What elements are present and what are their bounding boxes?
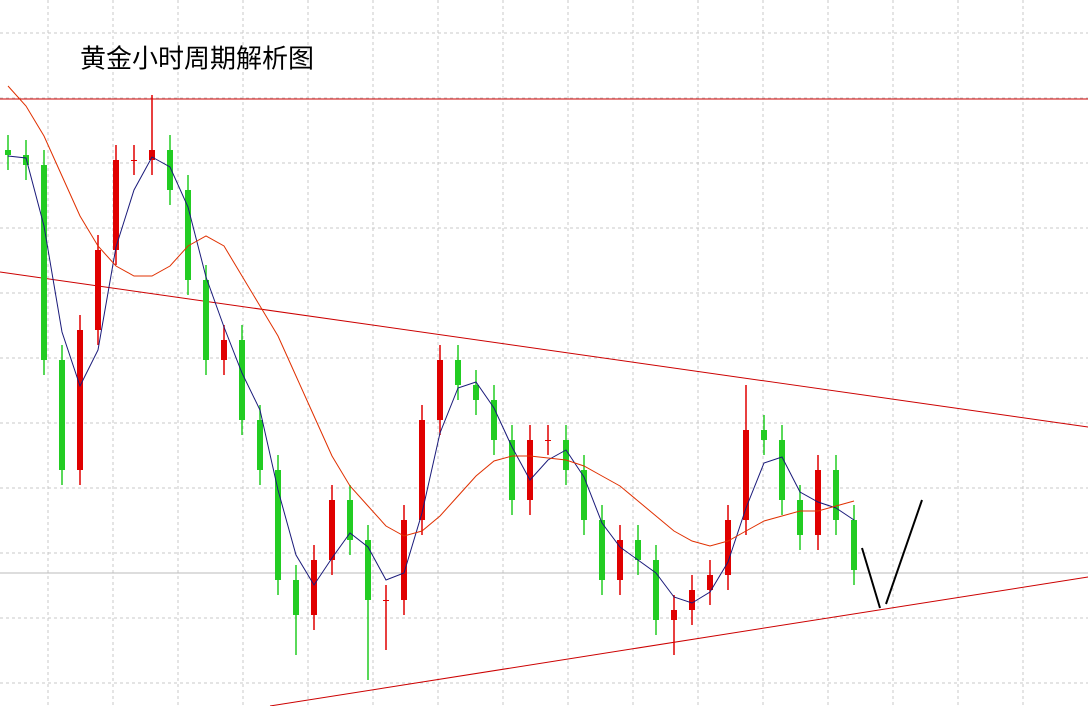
candle-body	[419, 420, 425, 520]
candle-body	[779, 440, 785, 500]
candle-body	[473, 385, 479, 400]
candle-body	[761, 430, 767, 440]
candle-body	[41, 165, 47, 360]
candle-body	[797, 500, 803, 535]
candle-body	[95, 250, 101, 330]
candle-body	[221, 340, 227, 360]
candle-body	[275, 470, 281, 580]
candle-body	[635, 540, 641, 560]
candle-body	[329, 500, 335, 560]
candle-body	[113, 160, 119, 250]
candle-body	[5, 150, 11, 155]
moving-average-line	[7, 85, 855, 547]
candle-body	[581, 470, 587, 520]
candle-body	[59, 360, 65, 470]
candle-body	[203, 280, 209, 360]
candle-body	[725, 520, 731, 575]
candle-body	[707, 575, 713, 590]
candle-body	[131, 160, 137, 161]
candle-body	[545, 440, 551, 441]
candle-body	[311, 560, 317, 615]
candle-body	[185, 190, 191, 280]
candle-body	[653, 560, 659, 620]
moving-average-line	[7, 155, 855, 604]
candle-body	[617, 540, 623, 580]
candle-body	[671, 610, 677, 620]
chart-title: 黄金小时周期解析图	[80, 45, 314, 75]
candle-body	[491, 400, 497, 440]
candle-body	[23, 155, 29, 165]
candle-body	[833, 470, 839, 520]
candle-body	[347, 500, 353, 540]
candle-body	[365, 540, 371, 600]
candle-body	[527, 440, 533, 500]
candle-body	[509, 440, 515, 500]
projection-up	[885, 499, 923, 605]
lower-trend-line	[269, 576, 1088, 706]
candle-body	[437, 360, 443, 420]
candle-body	[293, 580, 299, 615]
candle-body	[401, 520, 407, 600]
candle-body	[167, 150, 173, 190]
candle-body	[599, 520, 605, 580]
candle-body	[239, 340, 245, 420]
candle-body	[455, 360, 461, 385]
candle-body	[77, 330, 83, 470]
candle-body	[383, 600, 389, 601]
upper-trend-line	[0, 271, 1088, 428]
candle-body	[851, 520, 857, 570]
candle-body	[689, 590, 695, 610]
candle-body	[743, 430, 749, 520]
projection-down	[861, 547, 881, 609]
candle-body	[149, 150, 155, 160]
candle-body	[257, 420, 263, 470]
candle-body	[563, 440, 569, 470]
